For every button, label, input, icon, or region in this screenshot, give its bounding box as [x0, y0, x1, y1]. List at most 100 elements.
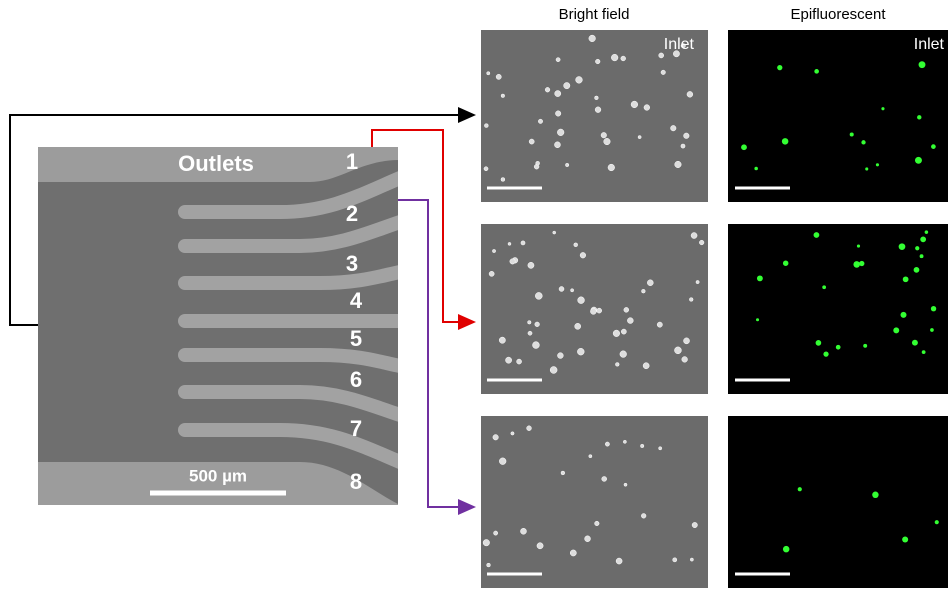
cell — [528, 331, 532, 335]
cell — [496, 74, 501, 79]
fluorescent-cell — [754, 167, 758, 171]
cell — [489, 271, 494, 276]
fluorescent-cell — [777, 65, 782, 70]
fluorescent-cell — [853, 261, 860, 268]
cell — [528, 321, 532, 325]
cell — [589, 35, 596, 42]
outlet-number: 1 — [346, 149, 358, 174]
cell — [601, 132, 607, 138]
fluorescent-cell — [914, 267, 920, 273]
outlet-number: 2 — [346, 201, 358, 226]
fluorescent-cell — [915, 246, 919, 250]
cell — [674, 347, 681, 354]
cell — [505, 357, 511, 363]
cell — [595, 96, 599, 100]
cell — [644, 105, 650, 111]
cell — [590, 308, 596, 314]
cell — [501, 94, 505, 98]
cell — [494, 531, 498, 535]
cell — [623, 440, 626, 443]
fluorescent-cell — [893, 327, 899, 333]
cell — [616, 558, 622, 564]
cell — [561, 471, 565, 475]
cell — [657, 322, 662, 327]
outlet-number: 6 — [350, 367, 362, 392]
cell — [487, 72, 490, 75]
cell — [484, 167, 488, 171]
cell — [499, 458, 506, 465]
chip-label: Outlets — [178, 151, 254, 176]
cell — [557, 129, 564, 136]
fluorescent-cell — [783, 260, 788, 265]
cell — [624, 483, 627, 486]
fluorescent-cell — [899, 243, 906, 250]
panel-label: Inlet — [664, 36, 695, 53]
arrowhead — [458, 499, 476, 515]
fluorescent-cell — [741, 144, 747, 150]
figure: Outlets 500 µm 12345678 Bright field Epi… — [0, 0, 948, 590]
cell — [684, 133, 690, 139]
cell — [640, 444, 644, 448]
fluorescent-cell — [920, 237, 926, 243]
cell — [689, 298, 693, 302]
cell — [627, 318, 633, 324]
cell — [613, 330, 620, 337]
cell — [671, 125, 677, 131]
cell — [483, 539, 489, 545]
cell — [597, 308, 602, 313]
cell — [555, 111, 560, 116]
cell — [577, 348, 584, 355]
fluorescent-cell — [814, 232, 820, 238]
fluorescent-cell — [876, 163, 879, 166]
fluorescent-cell — [857, 244, 860, 247]
outlet-number: 7 — [350, 416, 362, 441]
fluorescent-cell — [836, 345, 841, 350]
cell — [532, 342, 539, 349]
cell — [484, 124, 488, 128]
cell — [647, 280, 653, 286]
cell — [545, 87, 550, 92]
column-header: Bright field — [559, 6, 630, 23]
cell — [602, 476, 607, 481]
cell — [673, 558, 677, 562]
fluorescent-cell — [865, 167, 868, 170]
cell — [580, 252, 586, 258]
cell — [696, 280, 699, 283]
cell — [576, 76, 583, 83]
fluorescent-cell — [863, 344, 867, 348]
cell — [501, 178, 505, 182]
cell — [555, 90, 561, 96]
fluorescent-cell — [757, 275, 763, 281]
cell — [537, 543, 543, 549]
fluorescent-cell — [823, 351, 828, 356]
cell — [589, 455, 592, 458]
cell — [510, 259, 515, 264]
fluorescent-image — [728, 224, 948, 394]
cell — [661, 70, 665, 74]
fluorescent-cell — [931, 144, 936, 149]
cell — [529, 139, 534, 144]
outlet-number: 8 — [350, 469, 362, 494]
cell — [687, 91, 693, 97]
fluorescent-cell — [915, 157, 922, 164]
panel-label: Inlet — [914, 36, 945, 53]
cell — [550, 366, 557, 373]
cell — [611, 54, 618, 61]
fluorescent-cell — [920, 254, 924, 258]
scale-bar-label: 500 µm — [189, 466, 247, 485]
fluorescent-cell — [850, 132, 854, 136]
arrowhead — [458, 314, 476, 330]
cell — [565, 163, 568, 166]
cell — [643, 363, 649, 369]
bright-field-image — [481, 416, 708, 588]
fluorescent-cell — [816, 340, 822, 346]
cell — [554, 142, 560, 148]
cell — [578, 297, 585, 304]
fluorescent-cell — [930, 328, 934, 332]
cell — [690, 558, 693, 561]
fluorescent-cell — [912, 340, 918, 346]
cell — [681, 144, 685, 148]
cell — [682, 357, 688, 363]
cell — [553, 231, 556, 234]
cell — [595, 59, 600, 64]
